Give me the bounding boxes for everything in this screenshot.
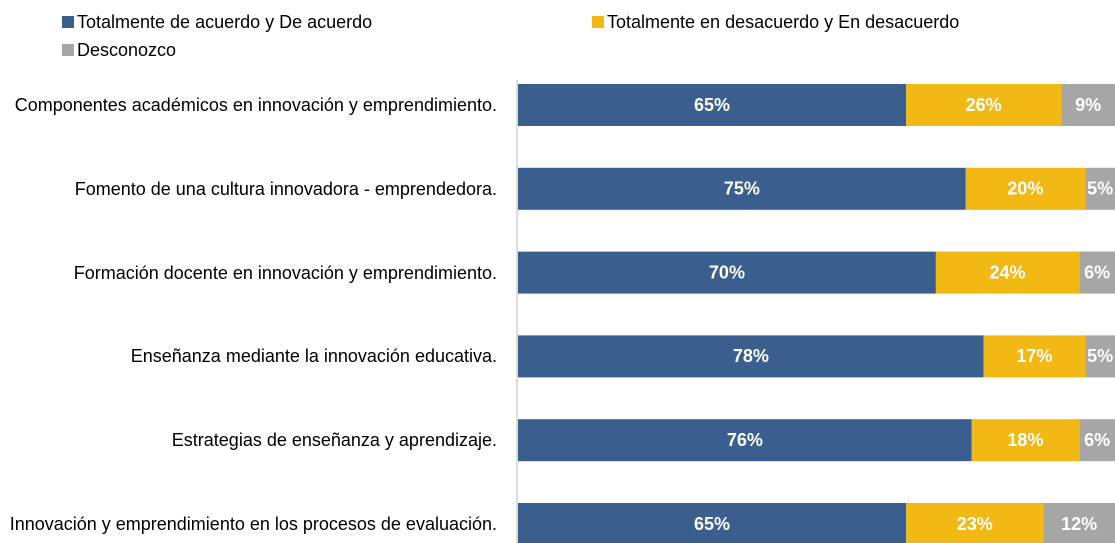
bar-segment — [1085, 167, 1115, 210]
legend-swatch — [62, 44, 74, 56]
bar-segment — [1079, 419, 1115, 462]
category-label: Fomento de una cultura innovadora - empr… — [74, 178, 497, 199]
data-label: 65% — [694, 514, 730, 534]
category-label: Estrategias de enseñanza y aprendizaje. — [171, 430, 497, 451]
data-label: 9% — [1075, 95, 1101, 115]
data-label: 20% — [1007, 179, 1043, 199]
bar-segment — [518, 335, 984, 378]
bar-segment — [983, 335, 1086, 378]
bar-segment — [518, 419, 972, 462]
legend-label: Totalmente de acuerdo y De acuerdo — [77, 12, 372, 32]
data-label: 26% — [966, 95, 1002, 115]
data-label: 23% — [957, 514, 993, 534]
data-label: 6% — [1084, 262, 1110, 282]
bar-segment — [1043, 503, 1115, 543]
bar-segment — [518, 503, 907, 543]
bar-segment — [1085, 335, 1115, 378]
bar-segment — [518, 84, 907, 126]
category-label: Formación docente en innovación y empren… — [73, 262, 497, 283]
bar-segment — [906, 84, 1062, 126]
data-label: 24% — [990, 262, 1026, 282]
data-label: 75% — [724, 179, 760, 199]
legend-label: Totalmente en desacuerdo y En desacuerdo — [607, 12, 959, 32]
data-label: 12% — [1061, 514, 1097, 534]
data-label: 5% — [1087, 179, 1113, 199]
category-label: Enseñanza mediante la innovación educati… — [130, 346, 497, 367]
legend-swatch — [62, 16, 74, 28]
data-label: 70% — [709, 262, 745, 282]
bar-segment — [518, 167, 966, 210]
bar-segment — [906, 503, 1044, 543]
bar-segment — [965, 167, 1086, 210]
category-label: Componentes académicos en innovación y e… — [14, 95, 497, 115]
bar-segment — [935, 251, 1080, 294]
category-label: Innovación y emprendimiento en los proce… — [9, 514, 497, 534]
bar-segment — [971, 419, 1080, 462]
data-label: 6% — [1084, 430, 1110, 450]
legend-label: Desconozco — [77, 40, 176, 60]
data-label: 5% — [1087, 346, 1113, 366]
data-label: 76% — [727, 430, 763, 450]
data-label: 65% — [694, 95, 730, 115]
bar-segment — [1079, 251, 1115, 294]
data-label: 78% — [733, 346, 769, 366]
bar-segment — [1061, 84, 1115, 126]
legend-swatch — [592, 16, 604, 28]
data-label: 18% — [1007, 430, 1043, 450]
data-label: 17% — [1016, 346, 1052, 366]
bar-segment — [518, 251, 936, 294]
